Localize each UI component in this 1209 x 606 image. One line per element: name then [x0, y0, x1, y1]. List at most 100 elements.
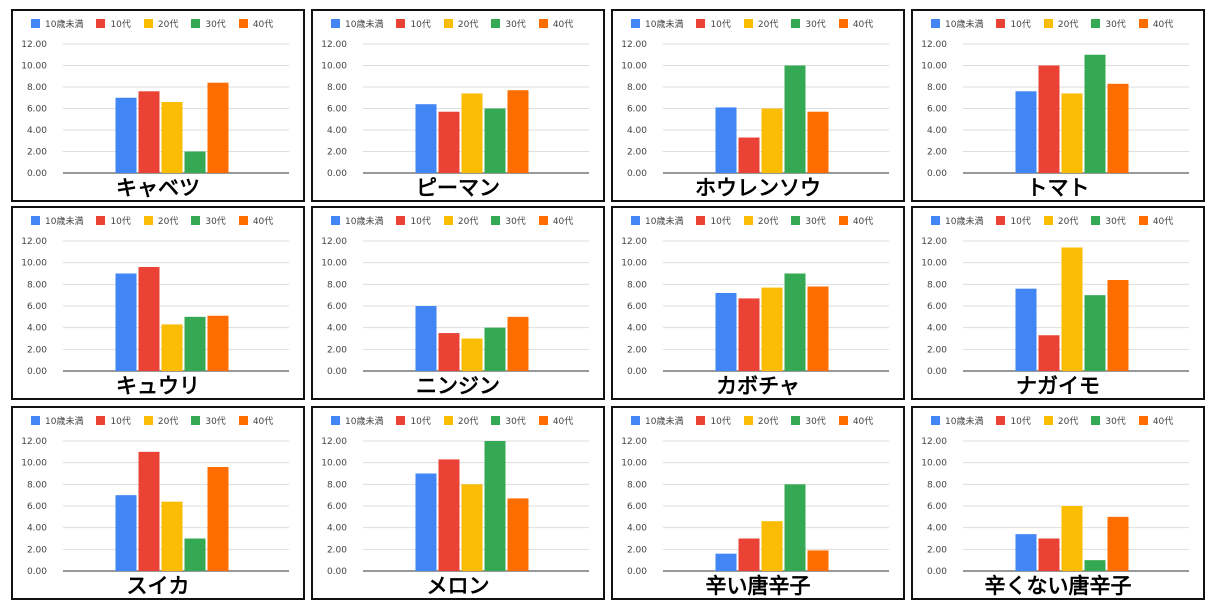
- bar: [1107, 280, 1129, 371]
- legend-item: 30代: [791, 214, 826, 227]
- legend-item: 10歳未満: [31, 414, 83, 427]
- legend-label: 10歳未満: [345, 217, 384, 227]
- legend-swatch: [996, 416, 1006, 425]
- legend-item: 30代: [1091, 17, 1126, 30]
- chart-legend: 10歳未満 10代 20代 30代 40代: [331, 17, 586, 33]
- bar: [461, 338, 483, 371]
- legend-swatch: [838, 416, 848, 425]
- legend-item: 10代: [396, 214, 431, 227]
- legend-swatch: [1138, 416, 1148, 425]
- bar: [1015, 91, 1037, 173]
- y-tick-label: 4.00: [327, 126, 347, 136]
- chart-panel: 10歳未満 10代 20代 30代 40代 0.00 2.00 4.00 6.00 8.00 10.…: [611, 206, 905, 400]
- bar: [207, 82, 229, 173]
- legend-item: 40代: [238, 414, 273, 427]
- y-tick-label: 6.00: [627, 302, 647, 312]
- legend-label: 30代: [505, 217, 526, 227]
- bar: [1084, 560, 1106, 571]
- legend-item: 10代: [96, 214, 131, 227]
- y-tick-label: 4.00: [927, 324, 947, 334]
- bar-chart: 0.00 2.00 4.00 6.00 8.00 10.00 12.00: [621, 237, 889, 377]
- y-tick-label: 12.00: [321, 437, 347, 447]
- y-tick-label: 2.00: [327, 345, 347, 355]
- chart-legend: 10歳未満 10代 20代 30代 40代: [331, 414, 586, 430]
- legend-item: 10歳未満: [631, 17, 683, 30]
- legend-item: 10歳未満: [331, 214, 383, 227]
- legend-swatch: [31, 416, 40, 425]
- bar: [115, 97, 137, 173]
- legend-item: 40代: [1138, 17, 1173, 30]
- legend-label: 10歳未満: [645, 20, 684, 30]
- y-tick-label: 10.00: [621, 62, 647, 72]
- y-tick-label: 0.00: [927, 169, 947, 179]
- legend-swatch: [1091, 216, 1101, 225]
- bar: [1015, 288, 1037, 371]
- legend-item: 20代: [743, 214, 778, 227]
- legend-label: 10歳未満: [945, 20, 984, 30]
- legend-swatch: [931, 416, 940, 425]
- chart-panel: 10歳未満 10代 20代 30代 40代 0.00 2.00 4.00 6.00 8.00 10.…: [911, 206, 1205, 400]
- legend-swatch: [443, 19, 453, 28]
- chart-legend: 10歳未満 10代 20代 30代 40代: [931, 17, 1186, 33]
- y-tick-label: 10.00: [21, 459, 47, 469]
- bar: [738, 298, 760, 371]
- legend-swatch: [443, 216, 453, 225]
- y-tick-label: 2.00: [327, 545, 347, 555]
- y-tick-label: 6.00: [327, 105, 347, 115]
- legend-swatch: [1138, 19, 1148, 28]
- legend-label: 40代: [1152, 217, 1174, 227]
- bar: [484, 441, 506, 571]
- bar: [1107, 516, 1129, 571]
- legend-item: 20代: [743, 414, 778, 427]
- bar: [461, 484, 483, 571]
- legend-label: 30代: [1105, 417, 1126, 427]
- legend-label: 40代: [852, 217, 874, 227]
- legend-swatch: [396, 19, 406, 28]
- legend-swatch: [1138, 216, 1148, 225]
- legend-swatch: [696, 416, 706, 425]
- y-tick-label: 12.00: [21, 40, 47, 50]
- y-tick-label: 6.00: [327, 302, 347, 312]
- legend-swatch: [1043, 216, 1053, 225]
- bar: [1038, 538, 1060, 571]
- legend-swatch: [191, 19, 201, 28]
- y-tick-label: 8.00: [327, 280, 347, 290]
- legend-label: 10歳未満: [345, 20, 384, 30]
- legend-swatch: [1043, 19, 1053, 28]
- chart-legend: 10歳未満 10代 20代 30代 40代: [631, 414, 886, 430]
- y-tick-label: 2.00: [927, 545, 947, 555]
- y-tick-label: 0.00: [627, 567, 647, 577]
- bar: [138, 91, 160, 173]
- legend-label: 10代: [110, 217, 131, 227]
- legend-swatch: [491, 216, 501, 225]
- y-tick-label: 2.00: [27, 148, 47, 158]
- legend-swatch: [631, 19, 640, 28]
- legend-label: 10歳未満: [645, 217, 684, 227]
- bar: [415, 306, 437, 371]
- legend-label: 40代: [252, 20, 274, 30]
- legend-swatch: [743, 416, 753, 425]
- bar-chart: 0.00 2.00 4.00 6.00 8.00 10.00 12.00: [921, 237, 1189, 377]
- y-tick-label: 8.00: [627, 480, 647, 490]
- y-tick-label: 0.00: [327, 567, 347, 577]
- chart-title: ニンジン: [416, 374, 500, 398]
- legend-label: 10代: [110, 20, 131, 30]
- y-tick-label: 0.00: [27, 567, 47, 577]
- legend-swatch: [31, 19, 40, 28]
- legend-item: 40代: [238, 17, 274, 30]
- legend-item: 20代: [443, 17, 478, 30]
- legend-label: 40代: [252, 217, 274, 227]
- legend-label: 10代: [410, 217, 431, 227]
- legend-swatch: [96, 19, 106, 28]
- legend-item: 40代: [1138, 414, 1173, 427]
- legend-item: 10代: [96, 414, 131, 427]
- chart-panel: 10歳未満 10代 20代 30代 40代 0.00 2.00 4.00 6.00 8.00 10.…: [911, 9, 1205, 202]
- legend-item: 20代: [143, 17, 178, 30]
- bar: [1084, 295, 1106, 371]
- bar: [807, 111, 829, 173]
- y-tick-label: 10.00: [621, 259, 647, 269]
- y-tick-label: 4.00: [627, 524, 647, 534]
- chart-panel: 10歳未満 10代 20代 30代 40代 0.00 2.00 4.00 6.00 8.00 10.…: [611, 9, 905, 202]
- y-tick-label: 2.00: [327, 148, 347, 158]
- bar-chart: 0.00 2.00 4.00 6.00 8.00 10.00 12.00: [21, 237, 289, 377]
